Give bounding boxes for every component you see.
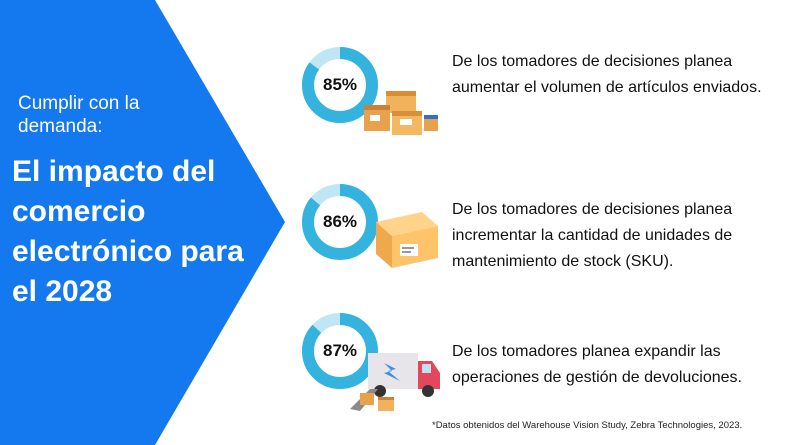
- donut-ring: [302, 47, 378, 123]
- package-icon: [366, 204, 442, 275]
- hero-panel: Cumplir con la demanda: El impacto del c…: [0, 0, 290, 445]
- hero-subtitle: Cumplir con la demanda:: [18, 93, 140, 137]
- donut-arc: [302, 47, 378, 123]
- stat-percentage: 86%: [322, 212, 358, 231]
- stat-item-1: 85% De los tomadores de decisiones plane…: [300, 45, 800, 145]
- donut-chart: 85%: [300, 45, 380, 125]
- stat-percentage: 87%: [322, 341, 358, 360]
- donut-ring: [302, 184, 378, 260]
- stat-description: De los tomadores de decisiones planea au…: [452, 53, 762, 96]
- stacked-boxes-icon: [362, 85, 442, 142]
- donut-chart: 86%: [300, 182, 380, 262]
- donut-arc: [302, 184, 378, 260]
- arrow-shape: [0, 0, 285, 445]
- donut-ring: [302, 313, 378, 389]
- hero-title: El impacto del comercio electrónico para…: [12, 155, 244, 308]
- donut-arc: [302, 313, 378, 389]
- source-footnote: *Datos obtenidos del Warehouse Vision St…: [432, 420, 743, 431]
- stat-description: De los tomadores de decisiones planea in…: [452, 201, 733, 270]
- stat-item-2: 86% De los tomadores de decisiones plane…: [300, 182, 800, 282]
- donut-chart: 87%: [300, 311, 380, 391]
- stat-description: De los tomadores planea expandir las ope…: [452, 343, 742, 386]
- delivery-truck-icon: [348, 347, 444, 418]
- stat-item-3: 87% De los tomadores planea expandir las…: [300, 311, 800, 411]
- stat-percentage: 85%: [322, 75, 358, 94]
